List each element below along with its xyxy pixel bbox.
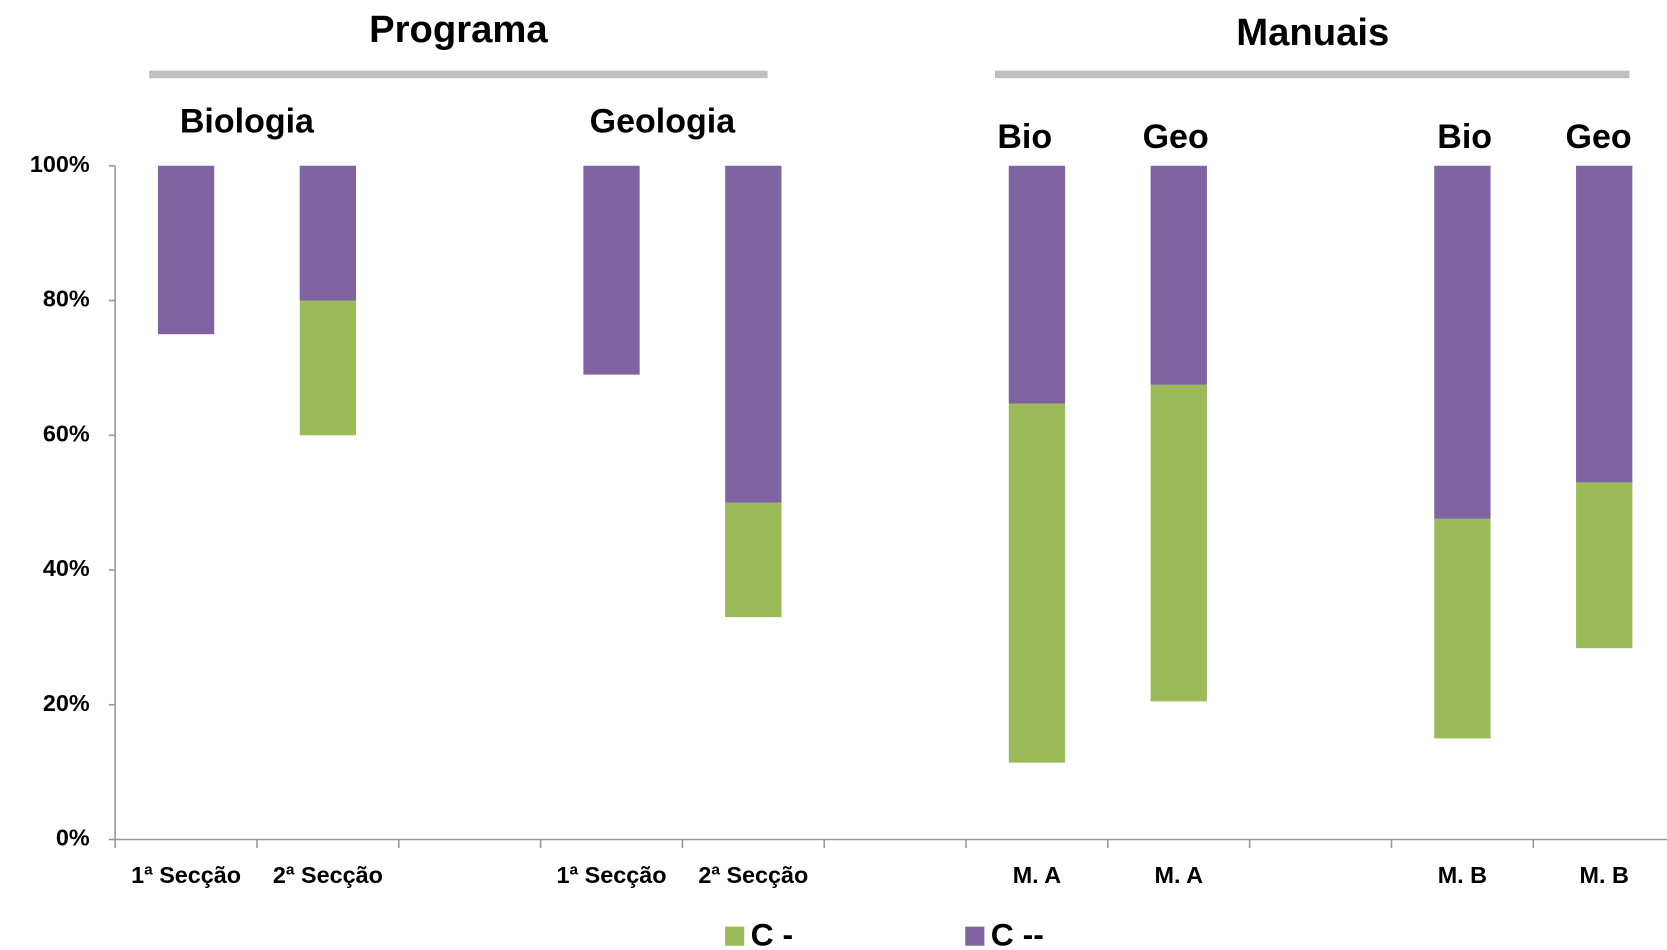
bar-segment	[1434, 165, 1491, 519]
annotation: Bio	[997, 118, 1052, 156]
legend-label: C --	[991, 917, 1044, 950]
x-tick-label: 2ª Secção	[698, 862, 808, 888]
x-tick-label: 1ª Secção	[557, 862, 667, 888]
x-tick-label: M. B	[1438, 862, 1487, 888]
bar-segment	[300, 435, 356, 839]
annotation: Geo	[1566, 118, 1632, 156]
annotation: Biologia	[180, 102, 315, 140]
bar-segment	[1150, 165, 1207, 385]
annotation: Geologia	[590, 102, 737, 140]
bar-segment	[583, 165, 640, 375]
annotation: Programa	[369, 8, 548, 51]
bar-segment	[725, 617, 781, 839]
bar-segment	[157, 165, 215, 335]
bar-segment	[299, 300, 357, 436]
bar-segment	[1434, 738, 1490, 839]
legend-swatch	[965, 926, 985, 946]
y-tick-label: 40%	[43, 555, 90, 581]
x-tick-label: 2ª Secção	[273, 862, 383, 888]
x-tick-label: M. A	[1013, 862, 1062, 888]
annotation: Bio	[1437, 118, 1492, 156]
bar-segment	[1434, 518, 1491, 739]
bar-segment	[1576, 165, 1633, 483]
bar-segment	[1009, 763, 1065, 840]
bar-segment	[158, 334, 214, 839]
bar-segment	[1150, 384, 1207, 702]
y-tick-label: 80%	[43, 286, 90, 312]
bar-segment	[299, 165, 357, 301]
annotation: Geo	[1143, 118, 1209, 156]
bar-segment	[1008, 165, 1066, 404]
legend-label: C -	[751, 917, 793, 950]
bar-segment	[583, 375, 639, 840]
x-tick-label: M. A	[1155, 862, 1204, 888]
bar-segment	[725, 165, 782, 503]
legend-swatch	[725, 926, 745, 946]
bar-segment	[1008, 403, 1066, 763]
bar-segment	[1576, 482, 1633, 649]
x-tick-label: 1ª Secção	[131, 862, 241, 888]
bar-segment	[725, 502, 782, 618]
y-tick-label: 0%	[56, 825, 90, 851]
annotation: Manuais	[1236, 11, 1389, 54]
y-tick-label: 20%	[43, 690, 90, 716]
x-tick-label: M. B	[1580, 862, 1629, 888]
y-tick-label: 100%	[30, 151, 90, 177]
bar-segment	[1151, 701, 1207, 839]
bar-segment	[1576, 648, 1632, 839]
y-tick-label: 60%	[43, 420, 90, 446]
